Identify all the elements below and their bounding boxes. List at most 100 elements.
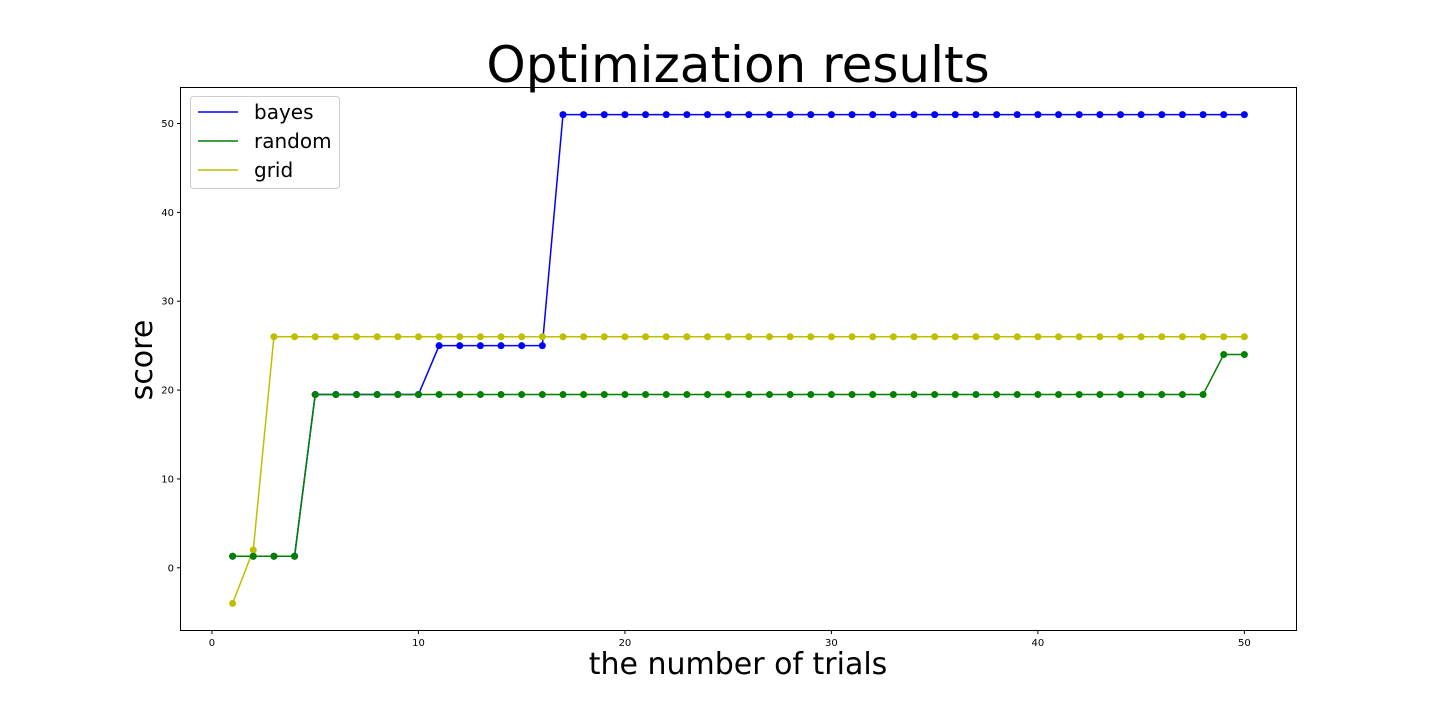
legend: bayes random grid xyxy=(190,96,340,189)
data-point-grid xyxy=(414,333,422,341)
data-point-bayes xyxy=(993,111,1001,119)
data-point-grid xyxy=(889,333,897,341)
data-point-random xyxy=(1075,391,1083,399)
data-point-grid xyxy=(1013,333,1021,341)
legend-label-grid: grid xyxy=(254,158,293,182)
data-point-bayes xyxy=(1034,111,1042,119)
data-point-random xyxy=(1034,391,1042,399)
data-point-random xyxy=(476,391,484,399)
data-point-bayes xyxy=(518,342,526,350)
plot-frame xyxy=(180,87,1297,631)
data-point-bayes xyxy=(972,111,980,119)
data-point-bayes xyxy=(435,342,443,350)
data-point-grid xyxy=(1034,333,1042,341)
data-point-grid xyxy=(394,333,402,341)
data-point-bayes xyxy=(1158,111,1166,119)
data-point-grid xyxy=(538,333,546,341)
data-point-random xyxy=(993,391,1001,399)
data-point-grid xyxy=(311,333,319,341)
data-point-grid xyxy=(580,333,588,341)
data-point-random xyxy=(518,391,526,399)
data-point-random xyxy=(621,391,629,399)
data-point-grid xyxy=(270,333,278,341)
data-point-bayes xyxy=(910,111,918,119)
data-point-random xyxy=(373,391,381,399)
x-axis-label: the number of trials xyxy=(589,647,888,682)
data-point-bayes xyxy=(1055,111,1063,119)
x-tick-label: 40 xyxy=(1032,638,1045,649)
data-point-random xyxy=(456,391,464,399)
data-point-random xyxy=(1096,391,1104,399)
x-tick-label: 0 xyxy=(209,638,215,649)
legend-box xyxy=(190,96,340,189)
data-point-random xyxy=(1240,351,1248,359)
x-tick-label: 20 xyxy=(619,638,632,649)
data-point-grid xyxy=(518,333,526,341)
data-point-random xyxy=(642,391,650,399)
y-tick-label: 10 xyxy=(161,474,174,485)
data-point-bayes xyxy=(1013,111,1021,119)
data-point-bayes xyxy=(848,111,856,119)
y-tick-label: 30 xyxy=(161,297,174,308)
data-point-random xyxy=(745,391,753,399)
data-point-random xyxy=(229,552,237,560)
data-point-grid xyxy=(704,333,712,341)
data-point-random xyxy=(435,391,443,399)
data-point-bayes xyxy=(580,111,588,119)
data-point-grid xyxy=(724,333,732,341)
ticks-layer: 0 10 20 30 40 50 0 10 20 30 40 50 xyxy=(161,119,1250,649)
data-point-grid xyxy=(827,333,835,341)
data-point-bayes xyxy=(1240,111,1248,119)
data-point-random xyxy=(827,391,835,399)
series-line-bayes xyxy=(232,113,1245,557)
series-line-random xyxy=(232,353,1245,557)
data-point-random xyxy=(1199,391,1207,399)
data-point-grid xyxy=(1178,333,1186,341)
data-point-bayes xyxy=(497,342,505,350)
data-point-random xyxy=(270,552,278,560)
y-tick-label: 40 xyxy=(161,208,174,219)
y-tick-label: 0 xyxy=(168,563,174,574)
data-point-grid xyxy=(1158,333,1166,341)
data-point-random xyxy=(538,391,546,399)
data-point-bayes xyxy=(745,111,753,119)
data-point-grid xyxy=(1220,333,1228,341)
data-point-bayes xyxy=(951,111,959,119)
data-point-grid xyxy=(1055,333,1063,341)
data-point-grid xyxy=(642,333,650,341)
data-point-bayes xyxy=(642,111,650,119)
data-point-grid xyxy=(1096,333,1104,341)
data-point-random xyxy=(1055,391,1063,399)
data-point-grid xyxy=(848,333,856,341)
data-point-bayes xyxy=(1096,111,1104,119)
data-point-bayes xyxy=(476,342,484,350)
data-point-random xyxy=(1178,391,1186,399)
data-point-random xyxy=(580,391,588,399)
data-point-random xyxy=(1013,391,1021,399)
data-point-bayes xyxy=(765,111,773,119)
data-point-grid xyxy=(497,333,505,341)
legend-label-random: random xyxy=(254,129,332,153)
data-point-grid xyxy=(807,333,815,341)
data-point-random xyxy=(910,391,918,399)
data-point-random xyxy=(724,391,732,399)
y-axis-label: score xyxy=(125,320,160,401)
data-point-grid xyxy=(621,333,629,341)
data-point-grid xyxy=(476,333,484,341)
data-point-bayes xyxy=(786,111,794,119)
data-point-random xyxy=(353,391,361,399)
data-point-random xyxy=(414,391,422,399)
data-point-grid xyxy=(1240,333,1248,341)
data-point-random xyxy=(765,391,773,399)
data-point-random xyxy=(931,391,939,399)
data-point-grid xyxy=(1075,333,1083,341)
data-point-grid xyxy=(683,333,691,341)
data-point-grid xyxy=(559,333,567,341)
data-point-random xyxy=(332,391,340,399)
data-point-grid xyxy=(1137,333,1145,341)
data-point-bayes xyxy=(1137,111,1145,119)
data-point-bayes xyxy=(724,111,732,119)
data-point-random xyxy=(394,391,402,399)
data-point-grid xyxy=(993,333,1001,341)
